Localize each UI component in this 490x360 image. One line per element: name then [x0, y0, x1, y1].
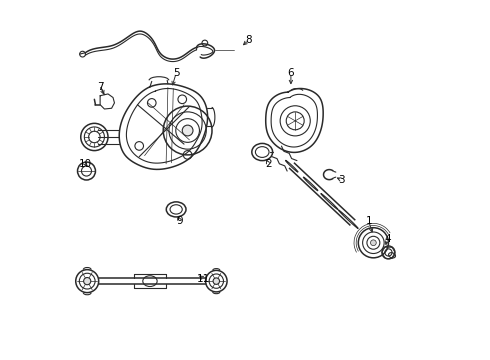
Text: 1: 1	[366, 216, 372, 226]
Text: 10: 10	[79, 159, 92, 169]
Text: 2: 2	[265, 159, 271, 169]
Text: 7: 7	[98, 82, 104, 92]
Text: 11: 11	[197, 274, 210, 284]
Text: 9: 9	[176, 216, 183, 226]
Text: 3: 3	[339, 175, 345, 185]
Circle shape	[213, 278, 220, 284]
Text: 8: 8	[245, 35, 252, 45]
Text: 4: 4	[384, 234, 391, 244]
Circle shape	[370, 240, 376, 246]
Text: 5: 5	[173, 68, 179, 78]
Circle shape	[84, 278, 91, 285]
Text: 6: 6	[288, 68, 294, 78]
Circle shape	[182, 125, 193, 136]
